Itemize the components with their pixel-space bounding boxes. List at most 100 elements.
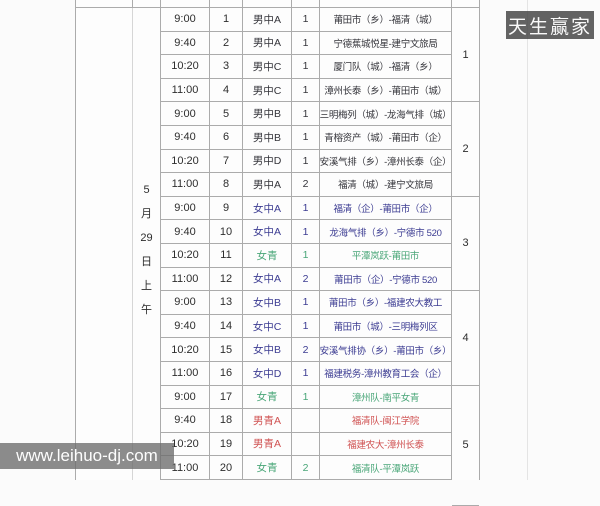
- category-cell: 女中D: [243, 361, 292, 386]
- time-cell: 10:20: [161, 55, 210, 79]
- match-cell: 平潭岚跃-莆田市: [320, 243, 452, 268]
- schedule-row: 10:20 11 女青 1 平潭岚跃-莆田市: [161, 243, 452, 268]
- schedule-row: 9:00 13 女中B 1 莆田市（乡）-福建农大教工: [161, 291, 452, 315]
- photo-edge-line: [527, 0, 528, 480]
- category-cell: 男中D: [243, 149, 292, 174]
- time-cell: 10:20: [161, 432, 210, 457]
- match-cell: 宁德蕉城悦星-建宁文旅局: [320, 31, 452, 56]
- time-cell: 9:40: [161, 314, 210, 339]
- sequence-cell: 13: [210, 291, 243, 315]
- date-char: 上: [141, 280, 152, 292]
- sequence-cell: 6: [210, 125, 243, 150]
- category-cell: 男中A: [243, 173, 292, 197]
- time-cell: 10:20: [161, 338, 210, 362]
- group-number-cell: 2: [452, 102, 479, 197]
- sequence-cell: 10: [210, 220, 243, 244]
- match-cell: 莆田市（城）-三明梅列区: [320, 314, 452, 339]
- date-char: 5: [143, 184, 150, 196]
- schedule-table: 5 月 29 日上午 9:00 1 男中A 1 莆田市（乡）-福清（城） 9:40 2 男中A 1 宁德…: [75, 0, 480, 506]
- schedule-row: 9:40 10 女中A 1 龙海气排（乡）-宁德市 520: [161, 220, 452, 244]
- category-cell: 女中B: [243, 338, 292, 362]
- court-cell: 1: [292, 385, 320, 410]
- schedule-row: 9:40 6 男中B 1 青榕资产（城）-莆田市（企）: [161, 125, 452, 150]
- schedule-row: 9:00 1 男中A 1 莆田市（乡）-福清（城）: [161, 8, 452, 32]
- time-cell: 11:00: [161, 173, 210, 197]
- sequence-cell: 2: [210, 31, 243, 56]
- match-cell: 福建农大-漳州长泰: [320, 432, 452, 457]
- schedule-row: 11:00 12 女中A 2 莆田市（企）-宁德市 520: [161, 267, 452, 292]
- court-cell: 1: [292, 196, 320, 221]
- schedule-row: 9:00 9 女中A 1 福清（企）-莆田市（企）: [161, 196, 452, 221]
- rows-area: 9:00 1 男中A 1 莆田市（乡）-福清（城） 9:40 2 男中A 1 宁德蕉城悦星-建宁文…: [76, 0, 480, 480]
- court-cell: 1: [292, 102, 320, 126]
- court-cell: 1: [292, 149, 320, 174]
- match-cell: 福建税务-漳州教育工会（企）: [320, 361, 452, 386]
- sequence-cell: 12: [210, 267, 243, 292]
- sequence-cell: 7: [210, 149, 243, 174]
- group-number-cell: 4: [452, 291, 479, 386]
- court-cell: 1: [292, 243, 320, 268]
- watermark-bottom-left: www.leihuo-dj.com: [0, 443, 174, 469]
- match-cell: 莆田市（乡）-福清（城）: [320, 8, 452, 32]
- time-cell: 11:00: [161, 361, 210, 386]
- court-cell: [292, 409, 320, 433]
- court-cell: 1: [292, 361, 320, 386]
- date-char: 月: [141, 208, 152, 220]
- court-cell: 1: [292, 31, 320, 56]
- date-char: 29: [140, 232, 153, 244]
- time-cell: 11:00: [161, 456, 210, 480]
- sequence-cell: 3: [210, 55, 243, 79]
- sequence-cell: 17: [210, 385, 243, 410]
- match-cell: 三明梅列（城）-龙海气排（城）: [320, 102, 452, 126]
- category-cell: 男中A: [243, 31, 292, 56]
- court-cell: 2: [292, 338, 320, 362]
- schedule-row: 9:40 2 男中A 1 宁德蕉城悦星-建宁文旅局: [161, 31, 452, 56]
- schedule-row: 11:00 20 女青 2 福清队-平潭岚跃: [161, 456, 452, 480]
- court-cell: [292, 432, 320, 457]
- time-cell: 9:00: [161, 102, 210, 126]
- cutoff-cell: [292, 0, 320, 8]
- match-cell: 福清队-闽江学院: [320, 409, 452, 433]
- date-char: 日: [141, 256, 152, 268]
- category-cell: 男中C: [243, 55, 292, 79]
- match-cell: 龙海气排（乡）-宁德市 520: [320, 220, 452, 244]
- court-cell: 1: [292, 125, 320, 150]
- category-cell: 男中B: [243, 125, 292, 150]
- category-cell: 男中B: [243, 102, 292, 126]
- schedule-rows: 9:00 1 男中A 1 莆田市（乡）-福清（城） 9:40 2 男中A 1 宁德蕉城悦星-建宁文…: [161, 8, 452, 480]
- sequence-cell: 19: [210, 432, 243, 457]
- category-cell: 女中A: [243, 267, 292, 292]
- schedule-row: 11:00 8 男中A 2 福清（城）-建宁文旅局: [161, 173, 452, 197]
- match-cell: 莆田市（乡）-福建农大教工: [320, 291, 452, 315]
- time-cell: 9:40: [161, 125, 210, 150]
- court-cell: 1: [292, 314, 320, 339]
- time-cell: 9:40: [161, 220, 210, 244]
- sequence-cell: 16: [210, 361, 243, 386]
- court-cell: 2: [292, 173, 320, 197]
- category-cell: 男中C: [243, 78, 292, 103]
- court-cell: 2: [292, 456, 320, 480]
- category-cell: 女中A: [243, 196, 292, 221]
- court-cell: 1: [292, 78, 320, 103]
- sequence-cell: 18: [210, 409, 243, 433]
- category-cell: 女中A: [243, 220, 292, 244]
- cutoff-cell: [243, 0, 292, 8]
- match-cell: 福清（企）-莆田市（企）: [320, 196, 452, 221]
- court-cell: 2: [292, 267, 320, 292]
- sequence-cell: 14: [210, 314, 243, 339]
- sequence-cell: 9: [210, 196, 243, 221]
- time-cell: 9:00: [161, 291, 210, 315]
- time-cell: 10:20: [161, 243, 210, 268]
- group-number-cell: 3: [452, 197, 479, 292]
- category-cell: 女青: [243, 456, 292, 480]
- category-cell: 女青: [243, 243, 292, 268]
- date-cell: 5 月 29 日上午: [133, 0, 161, 480]
- sequence-cell: 15: [210, 338, 243, 362]
- match-cell: 青榕资产（城）-莆田市（企）: [320, 125, 452, 150]
- time-cell: 10:20: [161, 149, 210, 174]
- court-cell: 1: [292, 291, 320, 315]
- match-cell: 安溪气排（乡）-漳州长泰（企）: [320, 149, 452, 174]
- schedule-row: 10:20 15 女中B 2 安溪气排协（乡）-莆田市（乡）: [161, 338, 452, 362]
- category-cell: 男青A: [243, 409, 292, 433]
- cutoff-header-row: [76, 0, 480, 8]
